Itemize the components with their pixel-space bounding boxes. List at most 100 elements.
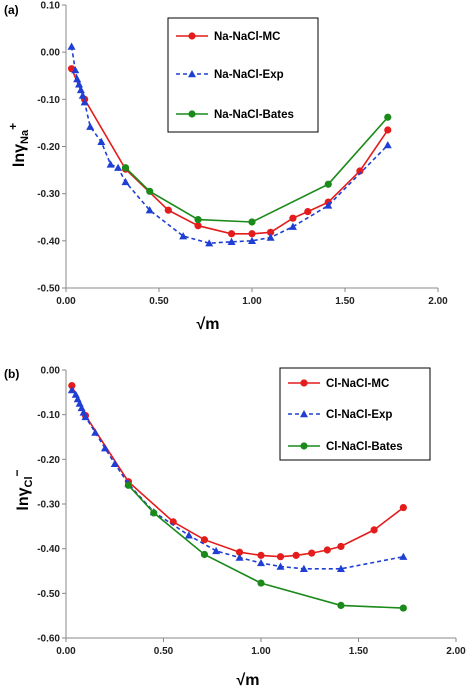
data-point (184, 531, 193, 539)
data-point (266, 233, 275, 241)
legend-marker (300, 442, 308, 450)
x-tick-label: 0.50 (149, 296, 169, 307)
data-point (324, 201, 333, 209)
data-point (257, 558, 265, 567)
data-point (323, 546, 331, 554)
y-tick-label: -0.20 (37, 142, 60, 153)
data-point (399, 604, 407, 612)
data-point (384, 126, 392, 134)
legend-label: Na-NaCl-MC (214, 31, 280, 43)
data-point (248, 230, 256, 238)
series-line (127, 484, 404, 609)
legend-label: Na-NaCl-Bates (214, 109, 294, 121)
data-point (299, 564, 308, 572)
data-point (235, 553, 244, 561)
data-point (205, 239, 214, 247)
data-point (383, 141, 392, 149)
data-point (101, 444, 109, 452)
data-point (194, 216, 202, 224)
data-point (80, 98, 89, 106)
legend-marker (188, 32, 196, 40)
data-point (91, 428, 100, 436)
y-tick-label: -0.60 (37, 634, 60, 645)
data-point (248, 218, 256, 226)
data-point (121, 164, 130, 172)
data-point (146, 187, 154, 195)
legend-marker (300, 410, 308, 418)
data-point (81, 412, 90, 421)
y-tick-label: -0.50 (37, 284, 60, 295)
legend-marker (300, 379, 308, 387)
y-tick-label: 0.00 (41, 48, 61, 59)
legend-marker (188, 70, 196, 78)
data-point (257, 551, 265, 559)
x-axis-label: √m (196, 316, 219, 333)
y-tick-label: -0.40 (37, 236, 60, 247)
legend-label: Cl-NaCl-Bates (326, 441, 403, 453)
series-na-nacl-exp (67, 42, 392, 247)
legend: Cl-NaCl-MC Cl-NaCl-Exp Cl-NaCl-Bates (279, 367, 431, 461)
data-point (304, 207, 312, 216)
y-tick-label: -0.10 (37, 95, 60, 106)
x-axis-label: √m (236, 672, 259, 689)
y-tick-label: -0.30 (37, 189, 60, 200)
x-tick-label: 1.00 (242, 296, 262, 307)
data-point (289, 214, 297, 222)
data-point (227, 230, 236, 238)
chart-panel-b: 0.00-0.10-0.20-0.30-0.40-0.50-0.600.00 0.… (4, 366, 466, 690)
chart-panel-a: 0.100.00-0.10-0.20-0.30-0.40-0.500.00 0.5… (4, 1, 448, 334)
data-point (164, 206, 172, 214)
legend: Na-NaCl-MC Na-NaCl-Exp Na-NaCl-Bates (167, 17, 319, 133)
data-point (324, 180, 332, 188)
x-tick-label: 1.50 (349, 646, 369, 657)
y-tick-label: -0.20 (37, 455, 60, 466)
x-tick-label: 1.50 (335, 296, 355, 307)
data-point (75, 80, 84, 88)
data-point (194, 222, 202, 230)
data-point (200, 550, 209, 559)
x-tick-label: 0.50 (154, 646, 174, 657)
data-point (288, 222, 297, 230)
data-point (336, 564, 345, 572)
data-point (150, 509, 158, 517)
data-point (106, 160, 115, 168)
data-point (68, 382, 76, 390)
y-tick-label: -0.10 (37, 410, 60, 421)
y-tick-label: 0.10 (41, 1, 61, 12)
data-point (248, 236, 256, 245)
data-point (235, 548, 244, 556)
data-point (76, 85, 85, 94)
data-point (114, 163, 123, 171)
x-tick-label: 0.00 (56, 296, 76, 307)
data-point (308, 549, 316, 557)
y-tick-label: 0.00 (41, 366, 61, 377)
y-tick-label: -0.50 (37, 589, 60, 600)
legend-label: Cl-NaCl-Exp (326, 409, 392, 421)
y-tick-label: -0.40 (37, 544, 60, 555)
data-point (67, 386, 76, 394)
data-point (257, 579, 265, 587)
legend-label: Na-NaCl-Exp (214, 69, 284, 81)
data-point (276, 562, 285, 570)
panel-label: (a) (4, 3, 19, 17)
legend-label: Cl-NaCl-MC (326, 378, 389, 390)
series-na-nacl-bates (121, 113, 392, 226)
x-tick-label: 2.00 (428, 296, 448, 307)
y-axis-label: lnγCl− (10, 469, 35, 510)
y-tick-label: -0.30 (37, 500, 60, 511)
data-point (399, 503, 407, 512)
data-point (121, 177, 130, 186)
series-cl-nacl-exp (67, 386, 408, 572)
data-point (337, 542, 345, 551)
data-point (78, 91, 87, 99)
data-point (97, 137, 106, 145)
data-point (370, 526, 378, 534)
data-point (267, 228, 275, 236)
series-line (124, 116, 389, 223)
x-tick-label: 0.00 (56, 646, 76, 657)
x-tick-label: 1.00 (251, 646, 271, 657)
data-point (124, 481, 132, 489)
panel-label: (b) (4, 367, 19, 381)
data-point (227, 237, 236, 245)
